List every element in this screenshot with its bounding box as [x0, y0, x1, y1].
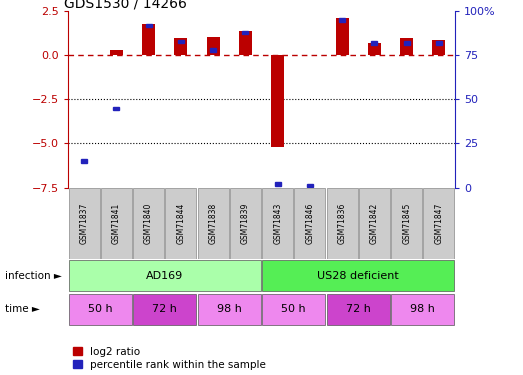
Text: GDS1530 / 14266: GDS1530 / 14266: [64, 0, 187, 10]
Bar: [110, 50, 123, 55]
Bar: [69, 294, 132, 325]
Bar: [368, 43, 381, 55]
Text: GSM71845: GSM71845: [402, 202, 411, 244]
Bar: [69, 188, 99, 259]
Bar: [230, 188, 261, 259]
Bar: [424, 188, 454, 259]
Text: GSM71836: GSM71836: [338, 202, 347, 244]
Bar: [198, 188, 229, 259]
Text: GSM71837: GSM71837: [79, 202, 88, 244]
Text: GSM71842: GSM71842: [370, 202, 379, 244]
Bar: [436, 41, 442, 45]
Bar: [391, 188, 422, 259]
Bar: [336, 18, 348, 56]
Bar: [101, 188, 132, 259]
Text: GSM71839: GSM71839: [241, 202, 250, 244]
Text: US28 deficient: US28 deficient: [317, 271, 399, 280]
Text: 72 h: 72 h: [152, 304, 177, 314]
Text: GSM71844: GSM71844: [176, 202, 185, 244]
Bar: [307, 184, 313, 188]
Text: GSM71840: GSM71840: [144, 202, 153, 244]
Bar: [243, 31, 248, 34]
Bar: [198, 294, 261, 325]
Bar: [239, 31, 252, 56]
Bar: [294, 188, 325, 259]
Bar: [327, 294, 390, 325]
Text: GSM71843: GSM71843: [273, 202, 282, 244]
Bar: [271, 56, 284, 147]
Text: AD169: AD169: [146, 271, 184, 280]
Text: GSM71847: GSM71847: [435, 202, 444, 244]
Bar: [81, 159, 87, 163]
Text: infection ►: infection ►: [5, 271, 62, 280]
Text: 50 h: 50 h: [88, 304, 112, 314]
Bar: [133, 188, 164, 259]
Bar: [142, 24, 155, 56]
Bar: [371, 41, 377, 45]
Bar: [359, 188, 390, 259]
Text: 98 h: 98 h: [217, 304, 242, 314]
Bar: [178, 40, 184, 43]
Bar: [262, 260, 454, 291]
Bar: [433, 40, 445, 56]
Text: 98 h: 98 h: [411, 304, 435, 314]
Bar: [275, 182, 280, 186]
Text: time ►: time ►: [5, 304, 40, 314]
Bar: [391, 294, 454, 325]
Bar: [327, 188, 358, 259]
Bar: [262, 188, 293, 259]
Bar: [400, 38, 413, 56]
Bar: [404, 41, 410, 45]
Text: GSM71838: GSM71838: [209, 202, 218, 244]
Text: 72 h: 72 h: [346, 304, 371, 314]
Bar: [175, 38, 187, 56]
Text: GSM71846: GSM71846: [305, 202, 314, 244]
Bar: [113, 106, 119, 110]
Text: GSM71841: GSM71841: [112, 202, 121, 244]
Legend: log2 ratio, percentile rank within the sample: log2 ratio, percentile rank within the s…: [73, 346, 266, 370]
Bar: [339, 18, 345, 22]
Bar: [146, 24, 152, 27]
Bar: [262, 294, 325, 325]
Bar: [210, 48, 216, 52]
Bar: [69, 260, 261, 291]
Bar: [207, 37, 220, 56]
Bar: [165, 188, 196, 259]
Bar: [133, 294, 196, 325]
Text: 50 h: 50 h: [281, 304, 306, 314]
